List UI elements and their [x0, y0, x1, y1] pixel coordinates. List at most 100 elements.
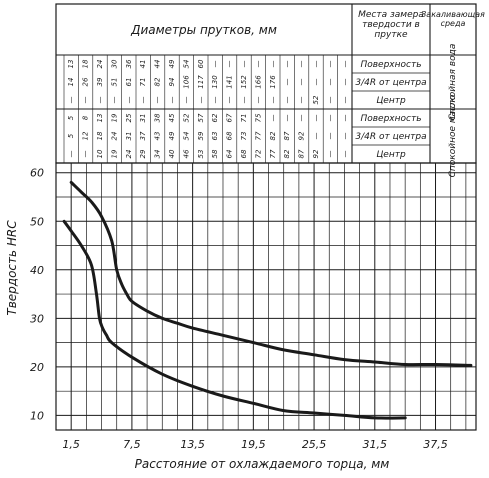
water-value: — [96, 97, 104, 104]
oil-medium-label: Спокойное масло [448, 94, 458, 177]
location-label: Центр [376, 150, 406, 160]
water-value: 106 [182, 75, 190, 89]
x-tick-label: 19,5 [241, 438, 266, 451]
oil-value: — [312, 115, 320, 122]
oil-value: 62 [211, 113, 219, 122]
oil-value: 24 [110, 132, 118, 141]
water-value: 49 [168, 59, 176, 68]
diameters-title: Диаметры прутков, мм [130, 23, 277, 37]
water-value: — [240, 61, 248, 68]
water-value: — [197, 97, 205, 104]
oil-value: 52 [182, 113, 190, 122]
water-value: — [298, 61, 306, 68]
oil-value: 68 [226, 131, 234, 140]
oil-value: 13 [96, 114, 104, 123]
location-title: Места замера [358, 10, 424, 20]
water-value: 71 [139, 78, 147, 87]
water-value: 166 [254, 75, 262, 89]
oil-value: — [82, 151, 90, 158]
water-value: 61 [125, 78, 133, 87]
medium-title: среда [441, 19, 466, 28]
location-label: 3/4R от центра [355, 78, 426, 88]
oil-value: 12 [82, 131, 90, 140]
oil-value: 77 [254, 131, 262, 140]
water-value: — [211, 61, 219, 68]
oil-value: 64 [226, 150, 234, 159]
oil-value: 57 [197, 113, 205, 122]
water-value: — [254, 97, 262, 104]
water-value: 51 [110, 78, 118, 87]
hardness-curves [62, 180, 473, 420]
oil-value: 34 [154, 150, 162, 159]
oil-value: — [312, 133, 320, 140]
water-value: — [182, 97, 190, 104]
water-value: — [283, 61, 291, 68]
water-value: — [341, 97, 349, 104]
water-value: 176 [269, 75, 277, 89]
oil-value: 8 [82, 115, 90, 120]
header-table: Диаметры прутков, мм Места замератвердост… [55, 3, 485, 177]
x-tick-label: 7,5 [123, 438, 141, 451]
water-value: 52 [312, 95, 320, 104]
water-value: 36 [125, 59, 133, 68]
oil-value: — [326, 133, 334, 140]
oil-value: — [269, 115, 277, 122]
water-value: — [211, 97, 219, 104]
oil-value: 19 [110, 149, 118, 158]
location-label: Поверхность [360, 60, 421, 70]
water-value: 82 [154, 77, 162, 86]
y-tick-label: 10 [30, 409, 44, 422]
location-title: твердости в [362, 20, 420, 30]
chart-grid [55, 162, 477, 431]
location-label: 3/4R от центра [355, 132, 426, 142]
oil-value: 77 [269, 149, 277, 158]
water-value: — [254, 61, 262, 68]
oil-value: — [341, 151, 349, 158]
water-value: — [269, 61, 277, 68]
water-value: — [110, 97, 118, 104]
oil-value: 49 [168, 131, 176, 140]
water-value: 30 [110, 59, 118, 68]
water-value: 18 [82, 59, 90, 68]
x-tick-label: 1,5 [62, 438, 80, 451]
oil-value: 24 [125, 150, 133, 159]
oil-value: 31 [125, 132, 133, 141]
oil-value: 46 [182, 149, 190, 158]
oil-value: — [298, 115, 306, 122]
y-tick-label: 30 [30, 312, 44, 325]
water-value: — [326, 61, 334, 68]
water-value: 130 [211, 75, 219, 89]
oil-value: 38 [154, 113, 162, 122]
x-tick-label: 37,5 [423, 438, 448, 451]
location-label: Поверхность [360, 114, 421, 124]
water-value: — [125, 97, 133, 104]
oil-value: 87 [283, 131, 291, 140]
y-tick-label: 60 [30, 167, 44, 180]
oil-value: 63 [211, 132, 219, 141]
oil-value: 71 [240, 114, 248, 123]
water-value: — [298, 97, 306, 104]
upper-hardness-curve [69, 180, 473, 367]
oil-value: 37 [139, 131, 147, 140]
oil-value: 59 [197, 131, 205, 140]
water-value: — [226, 61, 234, 68]
water-value: — [67, 97, 75, 104]
oil-value: 53 [197, 150, 205, 159]
water-medium-label: Спокойная вода [448, 44, 458, 121]
water-value: 26 [82, 77, 90, 86]
x-tick-label: 13,5 [180, 438, 205, 451]
water-value: 13 [67, 60, 75, 69]
water-value: — [226, 97, 234, 104]
y-tick-label: 20 [30, 361, 44, 374]
oil-value: 5 [67, 115, 75, 120]
water-value: 14 [67, 78, 75, 87]
oil-value: 40 [168, 149, 176, 158]
x-tick-label: 25,5 [302, 438, 327, 451]
oil-value: 29 [139, 149, 147, 158]
medium-title: Закаливающая [421, 10, 485, 19]
water-value: — [341, 61, 349, 68]
water-value: — [240, 97, 248, 104]
water-value: — [82, 97, 90, 104]
water-value: — [326, 79, 334, 86]
